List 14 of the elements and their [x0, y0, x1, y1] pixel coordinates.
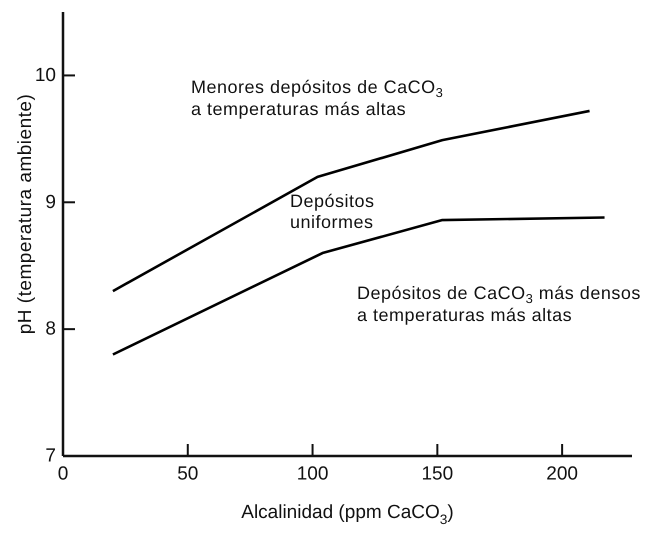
text: Menores depósitos de CaCO$_{3}$ a temperaturas más altas [191, 77, 444, 119]
x-tick-label: 200 [546, 464, 578, 484]
y-tick-label: 9 [45, 192, 56, 213]
y-tick-label: 8 [45, 318, 56, 340]
y-tick-label: 7 [45, 446, 56, 466]
x-tick-label: 0 [58, 464, 68, 484]
y-tick-label: 10 [34, 64, 56, 86]
y-axis-title: pH (temperatura ambiente) [14, 94, 36, 334]
x-tick-label: 100 [296, 464, 328, 484]
x-axis-title: Alcalinidad (ppm CaCO$_{3}$) [241, 502, 454, 527]
annotation: Depósitos de CaCO$_{3}$ más densos a temperaturas más altas [357, 283, 642, 326]
annotation: Depósitos uniformes [290, 191, 376, 232]
x-tick-label: 50 [177, 464, 198, 484]
x-tick-label: 150 [421, 464, 454, 484]
